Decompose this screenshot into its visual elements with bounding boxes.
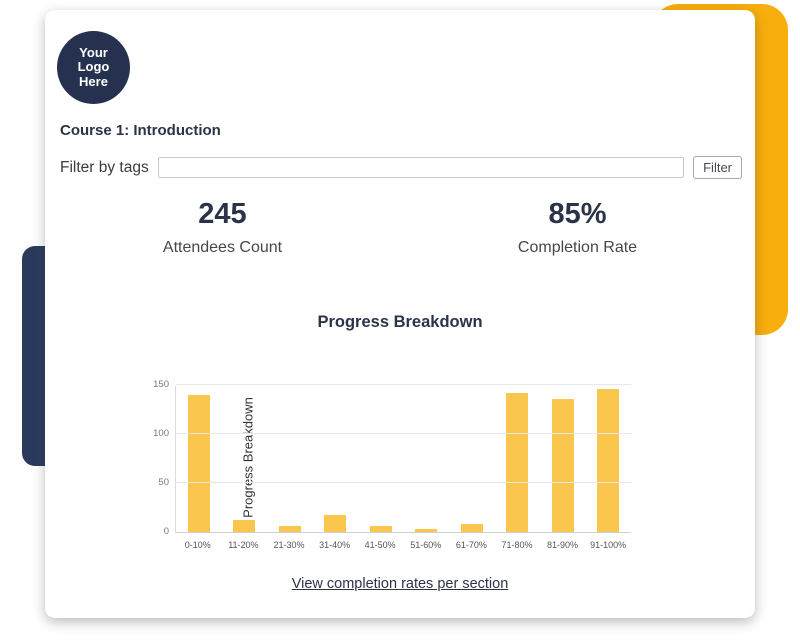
bar-slot [404, 529, 450, 532]
x-tick-label: 21-30% [273, 540, 305, 550]
y-tick-label: 50 [158, 477, 169, 488]
y-tick-label: 150 [153, 379, 169, 390]
filter-button[interactable]: Filter [693, 156, 742, 179]
chart-plot-wrap: Progress Breakdown 0 50 100 150 0-10% 11-20%… [153, 379, 631, 550]
bar-chart: Progress Breakdown 0 50 100 150 0-10% 11-20%… [45, 379, 755, 550]
chart-bars [176, 386, 631, 532]
bar-slot [222, 520, 268, 532]
x-tick-label: 11-20% [228, 540, 259, 550]
filter-row: Filter by tags Filter [60, 156, 742, 179]
filter-label: Filter by tags [60, 158, 149, 176]
bar-31-40% [324, 515, 347, 532]
completion-rate-value: 85% [548, 198, 607, 230]
logo-text-line: Here [79, 73, 108, 89]
chart-plot-area: 0 50 100 150 [153, 379, 631, 537]
bar-0-10% [187, 394, 210, 532]
chart-title: Progress Breakdown [317, 313, 483, 331]
gridline [176, 482, 631, 483]
bar-slot [540, 398, 586, 532]
gridline [176, 433, 631, 434]
bar-81-90% [551, 398, 574, 532]
x-tick-label: 71-80% [501, 540, 533, 550]
bar-slot [449, 524, 495, 532]
x-tick-label: 0-10% [184, 540, 211, 550]
x-tick-label: 81-90% [547, 540, 579, 550]
bar-11-20% [233, 520, 256, 532]
logo-text-line: Your [79, 44, 108, 60]
bar-51-60% [415, 529, 438, 532]
gridline [176, 384, 631, 385]
bar-slot [267, 526, 313, 532]
bar-slot [176, 394, 222, 532]
view-completion-rates-link[interactable]: View completion rates per section [291, 576, 509, 592]
link-row: View completion rates per section [45, 575, 755, 593]
logo-text-line: Logo [77, 59, 110, 75]
stat-attendees: 245 Attendees Count [45, 198, 400, 257]
attendees-count-label: Attendees Count [162, 239, 283, 256]
bar-slot [313, 515, 359, 532]
bar-21-30% [278, 526, 301, 532]
attendees-count-value: 245 [198, 198, 247, 230]
x-tick-label: 41-50% [364, 540, 396, 550]
logo-placeholder: Your Logo Here [57, 31, 130, 104]
stats-row: 245 Attendees Count 85% Completion Rate [45, 198, 755, 257]
filter-input[interactable] [157, 157, 685, 178]
y-tick-label: 100 [153, 428, 169, 439]
dashboard-card: Your Logo Here Course 1: Introduction Fi… [45, 10, 755, 618]
x-tick-label: 61-70% [455, 540, 487, 550]
bar-slot [495, 392, 541, 532]
y-tick-label: 0 [163, 526, 169, 537]
stat-completion: 85% Completion Rate [400, 198, 755, 257]
bar-slot [586, 388, 632, 532]
chart-x-labels: 0-10% 11-20% 21-30% 31-40% 41-50% 51-60% 61-70… [175, 540, 631, 550]
bar-61-70% [460, 524, 483, 532]
x-tick-label: 91-100% [590, 540, 627, 550]
bar-slot [358, 526, 404, 532]
page-title: Course 1: Introduction [60, 122, 221, 139]
completion-rate-label: Completion Rate [517, 239, 638, 256]
x-tick-label: 31-40% [319, 540, 351, 550]
bar-41-50% [369, 526, 392, 532]
bar-91-100% [597, 388, 620, 532]
x-tick-label: 51-60% [410, 540, 442, 550]
bar-71-80% [506, 392, 529, 532]
